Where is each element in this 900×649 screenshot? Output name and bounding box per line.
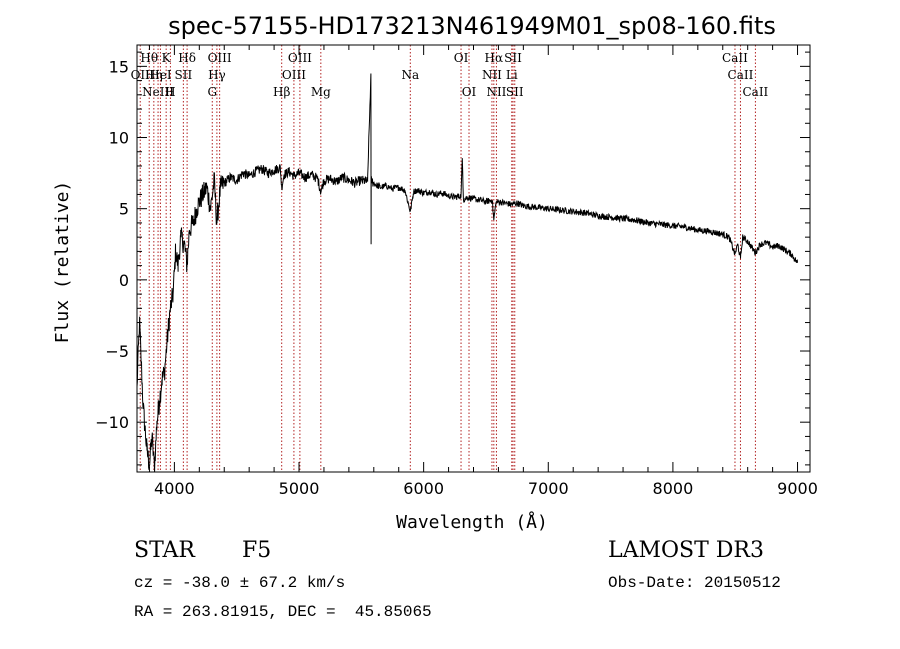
line-marker-label: NeIII <box>142 85 174 99</box>
spectrum-line <box>136 73 798 473</box>
line-marker-label: Hβ <box>273 85 290 99</box>
y-tick-label: 0 <box>119 271 129 290</box>
survey-name: LAMOST DR3 <box>608 538 764 563</box>
x-tick-label: 9000 <box>777 479 818 498</box>
line-marker-label: OII <box>131 68 151 82</box>
line-marker-label: SII <box>175 68 193 82</box>
emission-line-labels: HθOIINeIIIHηHeIKHSIIHδGHγOIIIHβOIIIOIIIM… <box>131 51 769 99</box>
line-marker-label: CaII <box>742 85 768 99</box>
x-axis-label: Wavelength (Å) <box>396 511 548 533</box>
y-tick-label: 5 <box>119 200 129 219</box>
plot-frame <box>136 44 811 473</box>
line-marker-label: OIII <box>282 68 306 82</box>
chart-title: spec-57155-HD173213N461949M01_sp08-160.f… <box>168 12 776 40</box>
line-marker-label: SII <box>504 51 522 65</box>
x-axis-ticks: 4000 5000 6000 7000 8000 9000 <box>148 45 818 498</box>
line-marker-label: OI <box>462 85 477 99</box>
line-marker-label: H <box>165 85 175 99</box>
y-tick-label: 10 <box>109 129 129 148</box>
line-marker-label: SII <box>506 85 524 99</box>
line-marker-label: Hγ <box>208 68 226 82</box>
line-marker-label: OIII <box>288 51 312 65</box>
x-tick-label: 8000 <box>653 479 694 498</box>
line-marker-label: Hη <box>145 68 163 82</box>
object-class: STAR <box>134 538 195 563</box>
x-tick-label: 5000 <box>279 479 320 498</box>
x-tick-label: 7000 <box>528 479 569 498</box>
line-marker-label: Mg <box>311 85 331 99</box>
x-tick-label: 4000 <box>154 479 195 498</box>
emission-line-markers <box>139 45 756 472</box>
redshift-velocity: cz = -38.0 ± 67.2 km/s <box>134 574 346 592</box>
line-marker-label: OI <box>454 51 469 65</box>
observation-date: Obs-Date: 20150512 <box>608 574 781 592</box>
line-marker-label: CaII <box>722 51 748 65</box>
line-marker-label: Hδ <box>178 51 196 65</box>
line-marker-label: K <box>162 51 172 65</box>
line-marker-label: Na <box>401 68 419 82</box>
sky-coordinates: RA = 263.81915, DEC = 45.85065 <box>134 603 432 621</box>
x-tick-label: 6000 <box>403 479 444 498</box>
y-axis-label: Flux (relative) <box>52 181 73 344</box>
line-marker-label: Hθ <box>140 51 158 65</box>
line-marker-label: Hα <box>485 51 504 65</box>
object-subclass: F5 <box>242 538 272 563</box>
line-marker-label: Li <box>506 68 518 82</box>
line-marker-label: HeI <box>149 68 172 82</box>
line-marker-label: CaII <box>728 68 754 82</box>
y-tick-label: 15 <box>109 57 129 76</box>
y-tick-label: −10 <box>95 413 129 432</box>
y-tick-label: −5 <box>105 342 129 361</box>
line-marker-label: NII <box>482 68 502 82</box>
line-marker-label: G <box>207 85 217 99</box>
y-axis-ticks: −10 −5 0 5 10 15 <box>95 51 810 466</box>
line-marker-label: NII <box>486 85 506 99</box>
line-marker-label: OIII <box>208 51 232 65</box>
